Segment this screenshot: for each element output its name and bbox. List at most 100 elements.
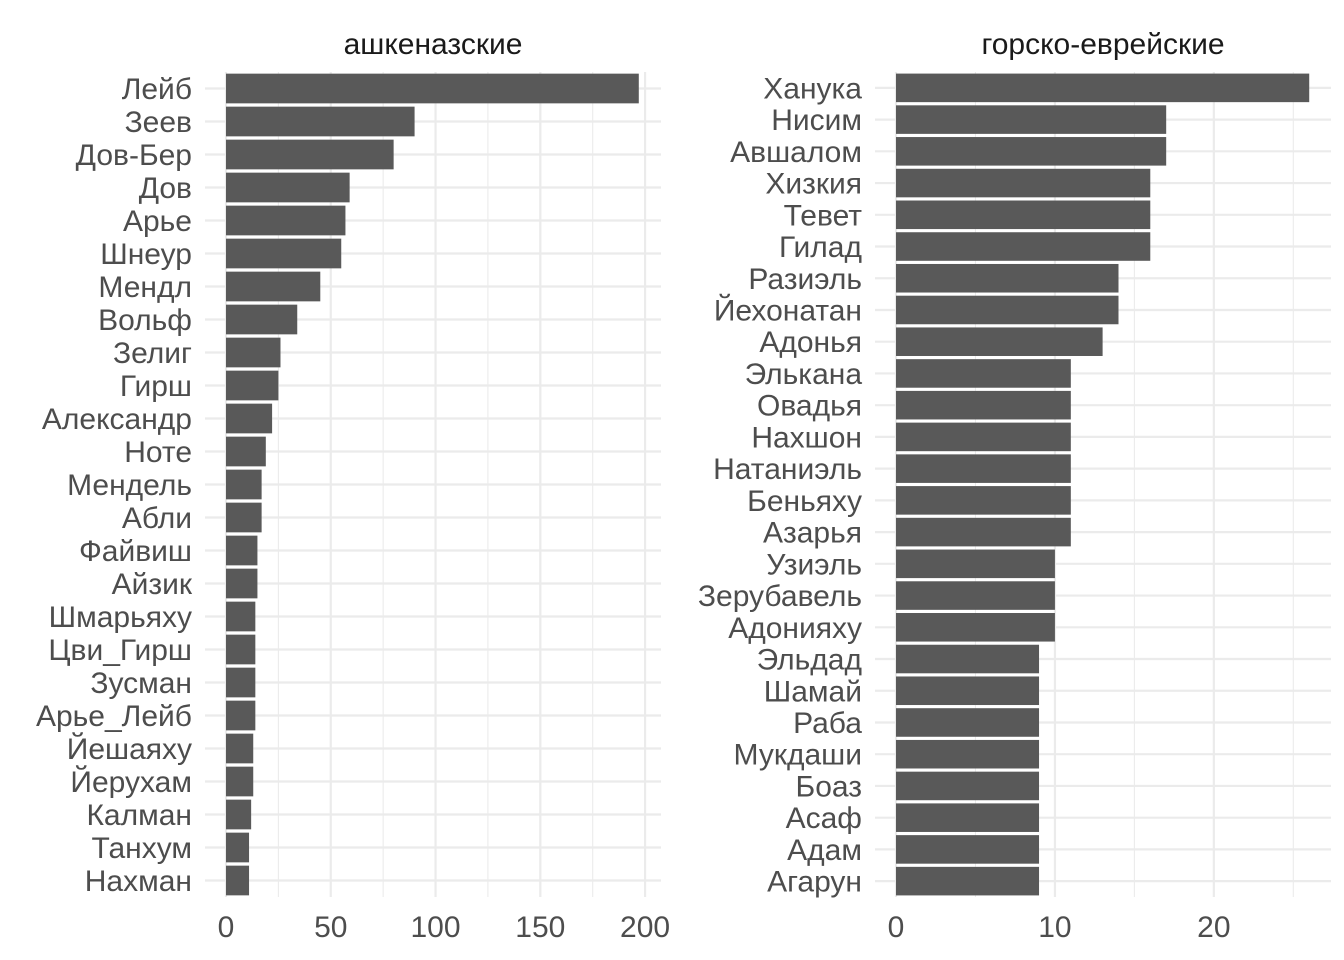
category-label: Александр (42, 403, 192, 436)
category-label: Шнеур (100, 238, 192, 271)
x-tick-label: 20 (1197, 911, 1230, 944)
panel-1: ЛейбЗеевДов-БерДовАрьеШнеурМендлВольфЗел… (36, 28, 670, 944)
category-label: Мендель (67, 469, 192, 502)
category-label: Боаз (796, 770, 862, 803)
category-label: Мукдаши (734, 739, 862, 772)
bar-Зерубавель (896, 581, 1055, 610)
bar-Мукдаши (896, 739, 1040, 769)
category-label: Йерухам (70, 765, 192, 799)
bar-Танхум (226, 832, 250, 863)
panel-title: ашкеназские (344, 28, 523, 61)
category-label: Агарун (767, 866, 862, 899)
category-label: Узиэль (766, 548, 862, 581)
category-label: Хизкия (765, 168, 862, 201)
bar-Элькана (896, 359, 1071, 388)
category-label: Беньяху (747, 485, 862, 518)
category-label: Зеев (125, 106, 192, 139)
x-tick-label: 10 (1038, 911, 1071, 944)
category-label: Адам (787, 834, 862, 867)
x-tick-label: 200 (620, 911, 670, 944)
bar-Гирш (226, 370, 279, 401)
bar-Адонияху (896, 613, 1055, 642)
bar-Шамай (896, 676, 1040, 706)
category-label: Ханука (763, 72, 862, 105)
category-label: Ноте (124, 436, 192, 469)
bar-Дов-Бер (226, 139, 394, 170)
category-label: Дов (139, 172, 192, 205)
category-label: Зусман (90, 667, 192, 700)
bar-Нисим (896, 105, 1167, 134)
bar-Натаниэль (896, 454, 1071, 483)
bar-Абли (226, 502, 262, 533)
bar-Лейб (226, 73, 639, 104)
category-label: Йехонатан (714, 293, 862, 327)
category-label: Арье_Лейб (36, 700, 192, 733)
category-label: Разиэль (748, 263, 862, 296)
bar-Вольф (226, 304, 298, 335)
category-label: Арье (123, 205, 192, 238)
category-label: Танхум (91, 832, 192, 865)
category-label: Зелиг (113, 337, 192, 370)
category-label: Шамай (764, 675, 862, 708)
category-label: Элькана (745, 358, 863, 391)
category-label: Эльдад (757, 644, 862, 677)
bar-Нахшон (896, 422, 1071, 452)
category-label: Шмарьяху (49, 601, 192, 634)
category-label: Тевет (784, 199, 863, 232)
x-tick-label: 150 (515, 911, 565, 944)
bar-Шмарьяху (226, 601, 256, 632)
bar-Беньяху (896, 486, 1071, 515)
bar-Боаз (896, 771, 1040, 801)
panel-title: горско-еврейские (981, 28, 1224, 61)
x-tick-label: 50 (314, 911, 347, 944)
category-label: Абли (122, 502, 192, 535)
category-label: Дов-Бер (76, 139, 192, 172)
category-label: Нахман (85, 865, 192, 898)
bar-Дов (226, 172, 350, 203)
bar-Нахман (226, 865, 250, 896)
bar-Шнеур (226, 238, 342, 269)
category-label: Раба (793, 707, 862, 740)
bar-Овадья (896, 390, 1071, 420)
bar-Цви_Гирш (226, 634, 256, 665)
bar-Адонья (896, 327, 1103, 356)
bar-Агарун (896, 866, 1040, 896)
bar-Йешаяху (226, 733, 254, 764)
category-label: Йешаяху (67, 732, 192, 766)
bar-Зусман (226, 667, 256, 698)
bar-Ноте (226, 436, 266, 467)
x-tick-label: 0 (218, 911, 235, 944)
bar-Раба (896, 708, 1040, 737)
bar-Арье_Лейб (226, 700, 256, 731)
bar-Адам (896, 835, 1040, 864)
category-label: Цви_Гирш (48, 634, 192, 667)
bar-Йерухам (226, 766, 254, 797)
bar-Зеев (226, 106, 415, 137)
bar-Йехонатан (896, 295, 1119, 325)
category-label: Овадья (757, 390, 862, 423)
category-label: Натаниэль (713, 453, 862, 486)
bar-Ханука (896, 73, 1310, 103)
category-label: Гилад (779, 231, 862, 264)
bar-Разиэль (896, 263, 1119, 293)
category-label: Мендл (98, 271, 192, 304)
category-label: Зерубавель (698, 580, 862, 613)
panel-2: ХанукаНисимАвшаломХизкияТеветГиладРазиэл… (698, 28, 1331, 944)
x-tick-label: 100 (411, 911, 461, 944)
category-label: Вольф (98, 304, 192, 337)
category-label: Лейб (122, 73, 192, 106)
bar-Калман (226, 799, 252, 830)
category-label: Нисим (771, 104, 862, 137)
bar-Зелиг (226, 337, 281, 368)
bar-Мендель (226, 469, 262, 500)
category-label: Нахшон (751, 421, 862, 454)
bar-Асаф (896, 803, 1040, 832)
category-label: Файвиш (79, 535, 192, 568)
bar-Азарья (896, 517, 1071, 547)
bar-Арье (226, 205, 346, 236)
bar-Тевет (896, 200, 1151, 230)
x-tick-label: 0 (888, 911, 905, 944)
bar-Александр (226, 403, 273, 434)
bar-Эльдад (896, 644, 1040, 674)
